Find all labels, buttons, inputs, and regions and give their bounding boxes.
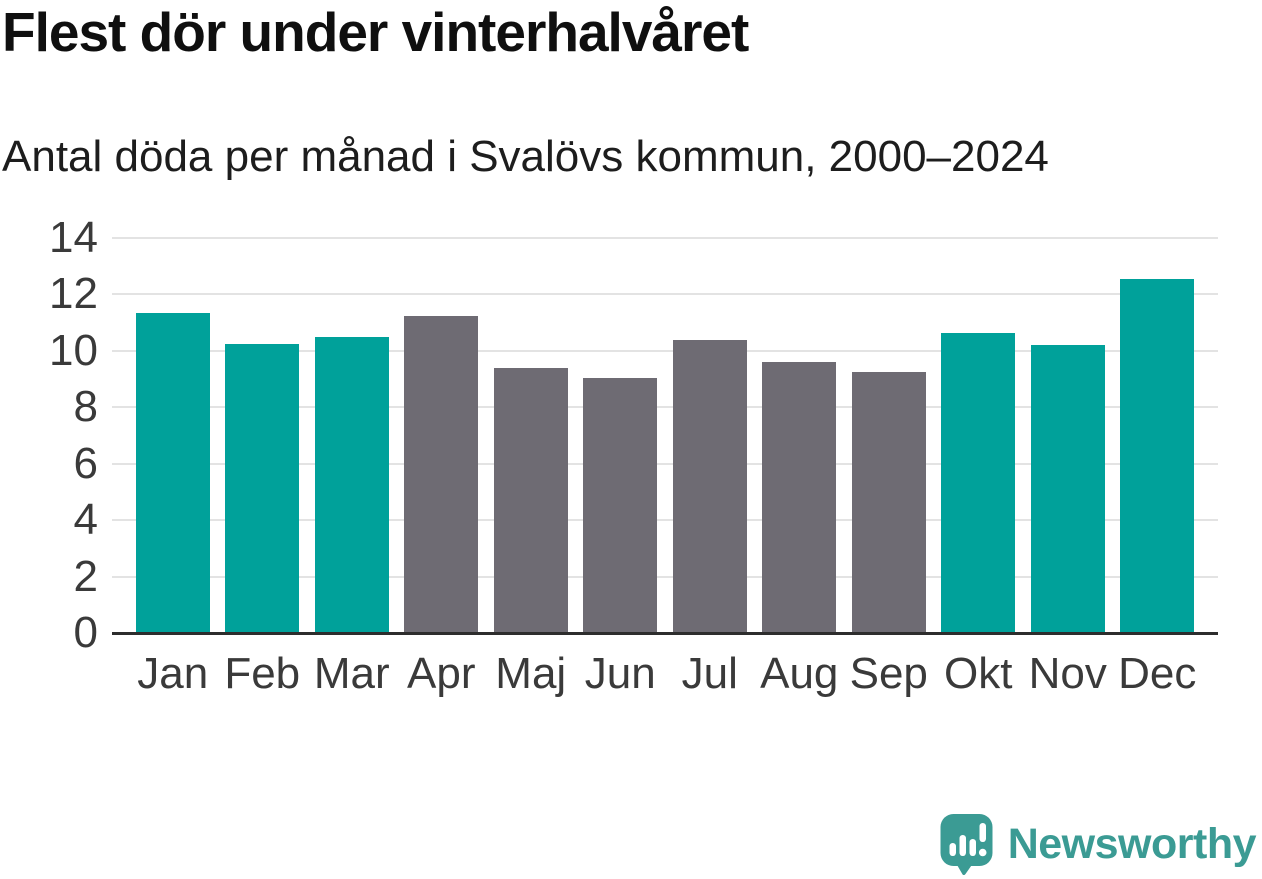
x-axis-line <box>112 632 1218 635</box>
bar-mar <box>314 336 389 633</box>
bar-jul <box>672 339 747 633</box>
bar-series <box>112 238 1218 633</box>
bar-slot-okt <box>934 238 1024 633</box>
bar-sep <box>851 372 926 633</box>
y-tick-14: 14 <box>49 213 98 262</box>
bar-dec <box>1120 278 1195 633</box>
gridline-y2 <box>112 575 1218 578</box>
x-tick-maj: Maj <box>495 649 567 698</box>
footer-brand: Newsworthy <box>939 813 1257 875</box>
gridline-y4 <box>112 519 1218 522</box>
x-tick-okt: Okt <box>944 649 1013 698</box>
y-tick-0: 0 <box>73 608 98 657</box>
bar-slot-maj <box>486 238 576 633</box>
bar-slot-apr <box>397 238 487 633</box>
bar-apr <box>404 315 479 633</box>
bar-slot-sep <box>844 238 934 633</box>
gridline-y6 <box>112 462 1218 465</box>
x-axis-labels: Jan Feb Mar Apr Maj Jun Jul Aug Sep Okt Nov Dec <box>112 652 1218 696</box>
bar-nov <box>1030 345 1105 633</box>
y-tick-6: 6 <box>73 438 98 488</box>
bar-jun <box>583 377 658 633</box>
y-tick-2: 2 <box>73 551 98 601</box>
y-tick-8: 8 <box>73 382 98 432</box>
bar-slot-nov <box>1023 238 1113 633</box>
bar-aug <box>762 362 837 633</box>
bar-slot-jun <box>576 238 666 633</box>
y-tick-12: 12 <box>49 269 98 319</box>
bar-jan <box>135 312 210 633</box>
x-tick-feb: Feb <box>224 649 301 698</box>
x-tick-sep: Sep <box>849 649 928 698</box>
bar-slot-aug <box>755 238 845 633</box>
bar-maj <box>493 367 568 633</box>
bar-slot-dec <box>1113 238 1203 633</box>
x-tick-jun: Jun <box>584 649 656 698</box>
x-tick-dec: Dec <box>1118 649 1197 698</box>
brand-name: Newsworthy <box>1007 819 1257 868</box>
gridline-y10 <box>112 349 1218 352</box>
gridline-y12 <box>112 293 1218 296</box>
x-tick-jan: Jan <box>137 649 209 698</box>
bar-slot-jan <box>128 238 218 633</box>
bar-feb <box>225 343 300 633</box>
x-tick-jul: Jul <box>681 649 738 698</box>
y-axis-labels: 0 2 4 6 8 10 12 14 <box>0 216 98 655</box>
gridline-y14 <box>112 237 1218 239</box>
y-tick-4: 4 <box>73 495 98 545</box>
plot-area <box>112 237 1218 635</box>
x-tick-mar: Mar <box>313 649 390 698</box>
x-tick-apr: Apr <box>407 649 476 698</box>
y-tick-10: 10 <box>49 325 98 375</box>
bar-slot-mar <box>307 238 397 633</box>
bar-okt <box>941 332 1016 633</box>
x-tick-nov: Nov <box>1028 649 1107 698</box>
gridline-y8 <box>112 406 1218 409</box>
chart-subtitle: Antal döda per månad i Svalövs kommun, 2… <box>2 132 1049 181</box>
newsworthy-logo-icon <box>940 814 993 875</box>
x-tick-aug: Aug <box>760 649 839 698</box>
chart-title: Flest dör under vinterhalvåret <box>2 1 749 63</box>
bar-slot-feb <box>218 238 308 633</box>
bar-slot-jul <box>665 238 755 633</box>
